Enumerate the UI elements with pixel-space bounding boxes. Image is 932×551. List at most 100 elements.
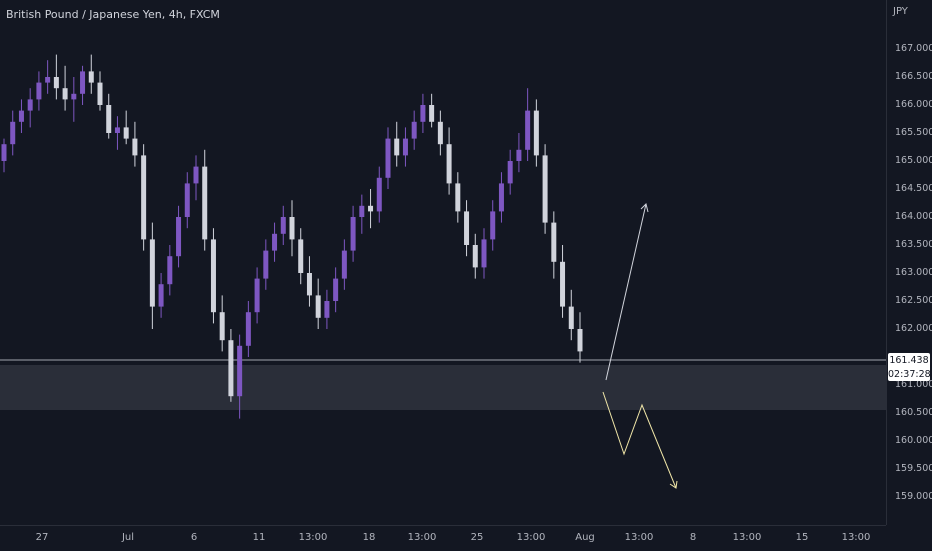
- last-price-tag: 161.438 02:37:28: [888, 353, 931, 381]
- price-tick-label: 159.000: [895, 491, 932, 502]
- candle-body: [272, 233, 278, 251]
- price-tick-label: 164.000: [895, 211, 932, 222]
- candle-body: [551, 222, 557, 262]
- candle-body: [97, 82, 103, 105]
- up-projection-arrowhead: [640, 203, 649, 213]
- candle-body: [464, 211, 470, 245]
- candle-body: [184, 183, 190, 217]
- candle-body: [10, 121, 16, 145]
- price-tick-label: 162.500: [895, 295, 932, 306]
- candle-body: [490, 211, 496, 240]
- candle-body: [385, 138, 391, 178]
- candle-body: [18, 110, 24, 122]
- time-tick-label: Aug: [575, 532, 595, 543]
- candle-body: [219, 312, 225, 341]
- price-tick-label: 167.000: [895, 43, 932, 54]
- candle-body: [437, 121, 443, 145]
- price-tick-label: 161.000: [895, 379, 932, 390]
- time-tick-label: 18: [362, 532, 376, 543]
- candle-body: [498, 183, 504, 212]
- candle-body: [71, 93, 77, 100]
- candle-body: [429, 105, 435, 122]
- time-tick-label: 13:00: [841, 532, 871, 543]
- candle-body: [176, 217, 182, 257]
- candle-body: [516, 149, 522, 161]
- time-tick-label: 25: [470, 532, 484, 543]
- candle-body: [254, 278, 260, 313]
- candle-body: [376, 177, 382, 212]
- candle-body: [280, 217, 286, 234]
- candles: [1, 54, 583, 419]
- candle-body: [333, 278, 339, 301]
- candle-body: [306, 273, 312, 296]
- candle-body: [411, 121, 417, 139]
- candle-body: [324, 301, 330, 318]
- price-tick-label: 159.500: [895, 463, 932, 474]
- price-tick-label: 160.500: [895, 407, 932, 418]
- candle-body: [158, 284, 164, 307]
- time-tick-label: 27: [35, 532, 49, 543]
- candle-body: [341, 250, 347, 279]
- chart-title: British Pound / Japanese Yen, 4h, FXCM: [6, 8, 220, 21]
- time-axis[interactable]: [0, 525, 886, 551]
- candle-body: [560, 261, 566, 307]
- candle-body: [1, 144, 7, 161]
- candle-body: [420, 105, 426, 122]
- candle-body: [402, 138, 408, 156]
- candle-body: [228, 340, 234, 397]
- candle-body: [525, 110, 531, 150]
- time-tick-label: 6: [190, 532, 198, 543]
- candle-body: [263, 250, 269, 279]
- bar-countdown: 02:37:28: [888, 369, 931, 380]
- candle-body: [289, 217, 295, 240]
- candle-body: [472, 245, 478, 268]
- candle-body: [481, 239, 487, 268]
- price-tick-label: 165.500: [895, 127, 932, 138]
- price-tick-label: 166.000: [895, 99, 932, 110]
- candle-body: [568, 306, 574, 329]
- candle-body: [359, 205, 365, 217]
- candle-body: [507, 161, 513, 184]
- candle-body: [237, 345, 243, 397]
- support-zone: [0, 365, 886, 410]
- price-tick-label: 166.500: [895, 71, 932, 82]
- price-tick-label: 163.000: [895, 267, 932, 278]
- down-projection-arrowhead: [669, 480, 678, 489]
- time-tick-label: 13:00: [407, 532, 437, 543]
- price-tick-label: 165.000: [895, 155, 932, 166]
- candle-body: [577, 329, 583, 352]
- candle-body: [141, 155, 147, 240]
- candle-body: [298, 239, 304, 273]
- currency-label: JPY: [893, 6, 908, 17]
- time-tick-label: 13:00: [298, 532, 328, 543]
- candle-body: [210, 239, 216, 313]
- time-tick-label: 11: [252, 532, 266, 543]
- last-price-value: 161.438: [889, 355, 929, 366]
- candle-body: [123, 127, 129, 139]
- candle-body: [315, 295, 321, 318]
- candle-body: [368, 205, 374, 212]
- candle-body: [542, 155, 548, 223]
- time-tick-label: 15: [795, 532, 809, 543]
- time-tick-label: 13:00: [516, 532, 546, 543]
- price-chart[interactable]: [0, 0, 886, 525]
- candle-body: [245, 312, 251, 346]
- time-tick-label: Jul: [121, 532, 135, 543]
- candle-body: [350, 217, 356, 251]
- candle-body: [446, 144, 452, 184]
- time-tick-label: 8: [689, 532, 697, 543]
- candle-body: [53, 77, 59, 89]
- price-axis[interactable]: [886, 0, 932, 525]
- candle-body: [27, 99, 33, 111]
- candle-body: [455, 183, 461, 212]
- candle-body: [149, 239, 155, 307]
- candle-body: [62, 88, 68, 100]
- candle-body: [394, 138, 400, 156]
- candle-body: [106, 105, 112, 133]
- candle-body: [167, 256, 173, 285]
- candle-body: [88, 71, 94, 83]
- price-tick-label: 162.000: [895, 323, 932, 334]
- candle-body: [45, 77, 51, 83]
- candle-body: [36, 82, 42, 100]
